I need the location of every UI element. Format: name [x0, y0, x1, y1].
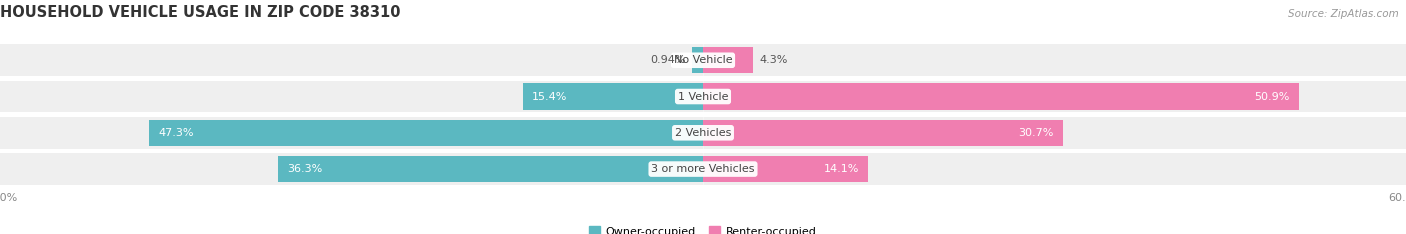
Bar: [0, 44, 1406, 76]
Text: 0.94%: 0.94%: [651, 55, 686, 65]
Text: 30.7%: 30.7%: [1018, 128, 1053, 138]
Bar: [703, 47, 754, 73]
Bar: [703, 156, 868, 182]
Text: 36.3%: 36.3%: [287, 164, 322, 174]
Text: 47.3%: 47.3%: [157, 128, 194, 138]
Text: 1 Vehicle: 1 Vehicle: [678, 91, 728, 102]
Bar: [0, 117, 1406, 149]
Bar: [703, 84, 1299, 110]
Text: 14.1%: 14.1%: [824, 164, 859, 174]
Bar: [278, 156, 703, 182]
Text: 3 or more Vehicles: 3 or more Vehicles: [651, 164, 755, 174]
Bar: [0, 80, 1406, 113]
Bar: [149, 120, 703, 146]
Text: No Vehicle: No Vehicle: [673, 55, 733, 65]
Bar: [703, 120, 1063, 146]
Text: 15.4%: 15.4%: [531, 91, 567, 102]
Text: HOUSEHOLD VEHICLE USAGE IN ZIP CODE 38310: HOUSEHOLD VEHICLE USAGE IN ZIP CODE 3831…: [0, 5, 401, 20]
Bar: [0, 153, 1406, 185]
Legend: Owner-occupied, Renter-occupied: Owner-occupied, Renter-occupied: [589, 227, 817, 234]
Text: Source: ZipAtlas.com: Source: ZipAtlas.com: [1288, 9, 1399, 19]
Text: 2 Vehicles: 2 Vehicles: [675, 128, 731, 138]
Text: 4.3%: 4.3%: [759, 55, 787, 65]
Bar: [692, 47, 703, 73]
Text: 50.9%: 50.9%: [1254, 91, 1291, 102]
Bar: [523, 84, 703, 110]
